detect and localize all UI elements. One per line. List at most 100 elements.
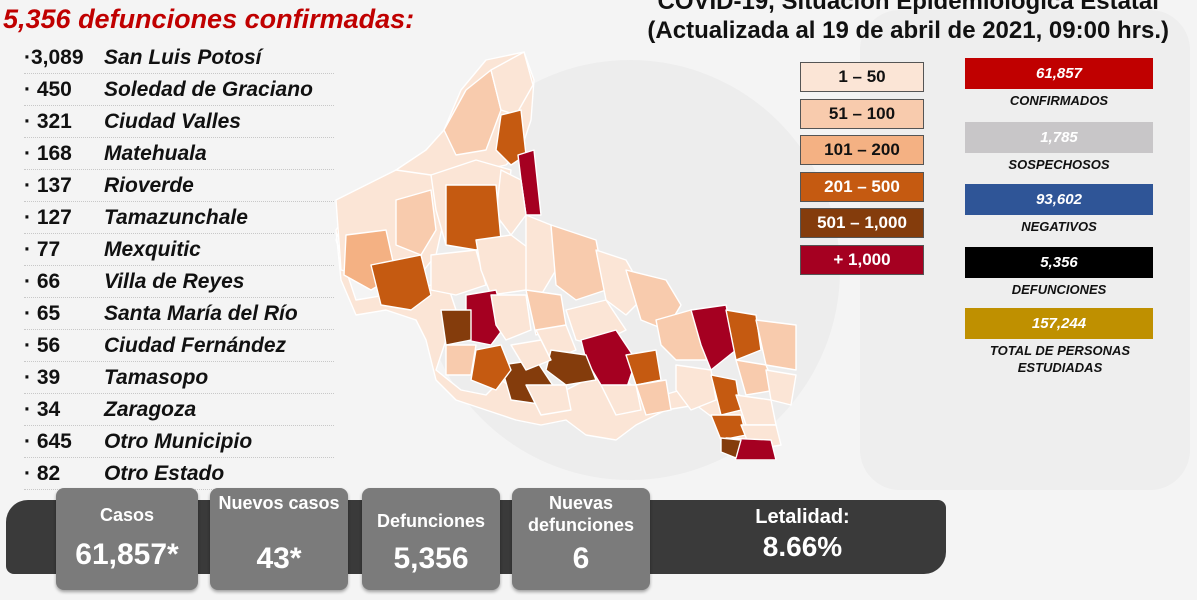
map-region [550, 224, 607, 301]
map-region [765, 369, 797, 406]
stat-label: DEFUNCIONES [1011, 282, 1107, 297]
summary-value: 61,857* [75, 538, 179, 571]
municipality-count: · 34 [24, 397, 61, 421]
municipality-row: · 168 Matehuala [24, 138, 334, 170]
legend-item: 51 – 100 [800, 98, 924, 129]
map-region [725, 309, 762, 361]
municipality-count: · 127 [24, 205, 72, 229]
municipality-count: · 450 [24, 77, 72, 101]
legend-item: 1 – 50 [800, 62, 924, 92]
municipality-count: · 82 [24, 461, 61, 485]
municipality-count: · 321 [24, 109, 72, 133]
stat-label: NEGATIVOS [1021, 219, 1097, 234]
stat-value: 5,356 [965, 247, 1153, 278]
summary-value: 6 [572, 542, 590, 575]
municipality-row: · 34 Zaragoza [24, 394, 334, 426]
stat-value: 61,857 [965, 58, 1153, 89]
stat-value: 93,602 [965, 184, 1153, 215]
map-region [720, 437, 742, 459]
municipality-row: · 127 Tamazunchale [24, 202, 334, 234]
map-region [525, 214, 557, 296]
lethality-label: Letalidad: [755, 506, 850, 528]
municipality-count: ·3,089 [24, 45, 84, 69]
summary-label: Defunciones [376, 511, 486, 531]
header-line-1: COVID-19, Situación Epidemiológica Estat… [657, 0, 1159, 15]
map-region [690, 304, 737, 371]
stat-value: 157,244 [965, 308, 1153, 339]
municipality-name: Ciudad Fernández [104, 333, 287, 357]
map-region [510, 339, 552, 371]
summary-label: Nuevas defunciones [527, 493, 634, 535]
summary-card: Defunciones 5,356 [362, 488, 500, 590]
municipality-name: Matehuala [104, 141, 207, 165]
legend-item: + 1,000 [800, 244, 924, 275]
municipality-row: · 39 Tamasopo [24, 362, 334, 394]
municipality-row: · 77 Mexquitic [24, 234, 334, 266]
municipality-count: · 168 [24, 141, 72, 165]
stat-label: SOSPECHOSOS [1008, 157, 1110, 172]
municipality-count: · 77 [24, 237, 61, 261]
map-region [395, 189, 437, 256]
summary-value: 5,356 [393, 542, 469, 575]
lethality-block: Letalidad: 8.66% [660, 500, 945, 574]
stat-label: CONFIRMADOS [1009, 93, 1109, 108]
map-region [495, 169, 527, 236]
municipality-name: Otro Municipio [104, 429, 253, 453]
map-region [440, 309, 472, 346]
stat-label: TOTAL DE PERSONAS ESTUDIADAS [989, 343, 1131, 375]
map-region [600, 384, 642, 416]
municipality-name: Villa de Reyes [104, 269, 245, 293]
map-region [625, 349, 662, 386]
summary-card: Nuevas defunciones 6 [512, 488, 650, 590]
map-region [470, 344, 512, 391]
map-region [675, 364, 717, 411]
header-line-2: (Actualizada al 19 de abril de 2021, 09:… [647, 17, 1169, 44]
stat-value: 1,785 [965, 122, 1153, 153]
municipality-list: ·3,089 San Luis Potosí · 450 Soledad de Gra… [24, 42, 334, 490]
legend-item: 201 – 500 [800, 171, 924, 202]
municipality-name: Tamasopo [104, 365, 209, 389]
municipality-name: Santa María del Río [104, 301, 298, 325]
municipality-name: Tamazunchale [104, 205, 248, 229]
summary-label: Casos [99, 505, 155, 525]
map-region [430, 249, 487, 296]
map-region [490, 294, 532, 341]
municipality-name: Soledad de Graciano [104, 77, 313, 101]
map-region [525, 384, 572, 416]
municipality-count: · 56 [24, 333, 61, 357]
municipality-count: · 65 [24, 301, 61, 325]
municipality-row: · 450 Soledad de Graciano [24, 74, 334, 106]
municipality-count: · 66 [24, 269, 61, 293]
municipality-row: · 56 Ciudad Fernández [24, 330, 334, 362]
municipality-row: · 65 Santa María del Río [24, 298, 334, 330]
legend-item: 101 – 200 [800, 135, 924, 165]
municipality-row: · 321 Ciudad Valles [24, 106, 334, 138]
map-region [755, 319, 797, 371]
map-region [635, 379, 672, 416]
municipality-row: · 66 Villa de Reyes [24, 266, 334, 298]
municipality-row: ·3,089 San Luis Potosí [24, 42, 334, 74]
map-region [710, 414, 747, 441]
municipality-name: San Luis Potosí [104, 45, 262, 69]
map-region [370, 254, 432, 311]
municipality-name: Rioverde [104, 173, 194, 197]
report-header: COVID-19, Situación Epidemiológica Estat… [647, 0, 1169, 45]
municipality-row: · 137 Rioverde [24, 170, 334, 202]
legend-item: 501 – 1,000 [800, 208, 924, 238]
map-region [445, 344, 477, 376]
summary-label: Nuevos casos [218, 493, 340, 513]
map-region [545, 349, 597, 386]
summary-card: Nuevos casos 43* [210, 488, 348, 590]
municipality-count: · 39 [24, 365, 61, 389]
municipality-row: · 82 Otro Estado [24, 458, 334, 490]
summary-card: Casos 61,857* [56, 488, 198, 590]
map-region [490, 51, 534, 116]
municipality-name: Mexquitic [104, 237, 201, 261]
lethality-value: 8.66% [762, 531, 843, 562]
municipality-count: · 137 [24, 173, 72, 197]
municipality-name: Zaragoza [104, 397, 197, 421]
municipality-name: Otro Estado [104, 461, 225, 485]
deaths-title: 5,356 defunciones confirmadas: [3, 4, 415, 34]
state-map [335, 51, 797, 460]
municipality-row: · 645 Otro Municipio [24, 426, 334, 458]
